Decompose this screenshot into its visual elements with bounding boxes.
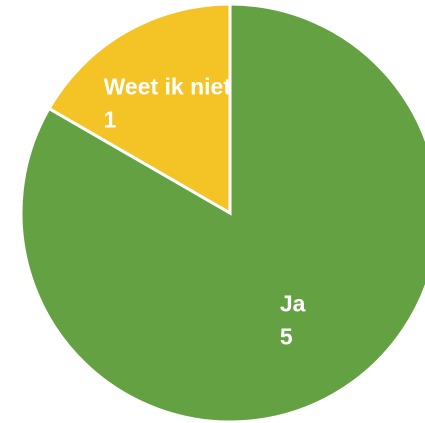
pie-slice: [46, 2, 232, 216]
pie-slice: [19, 2, 425, 423]
slice-value: 1: [104, 106, 117, 132]
slice-value: 5: [280, 324, 293, 350]
slice-label: Ja: [280, 291, 306, 317]
slice-label: Weet ik niet: [104, 73, 232, 99]
